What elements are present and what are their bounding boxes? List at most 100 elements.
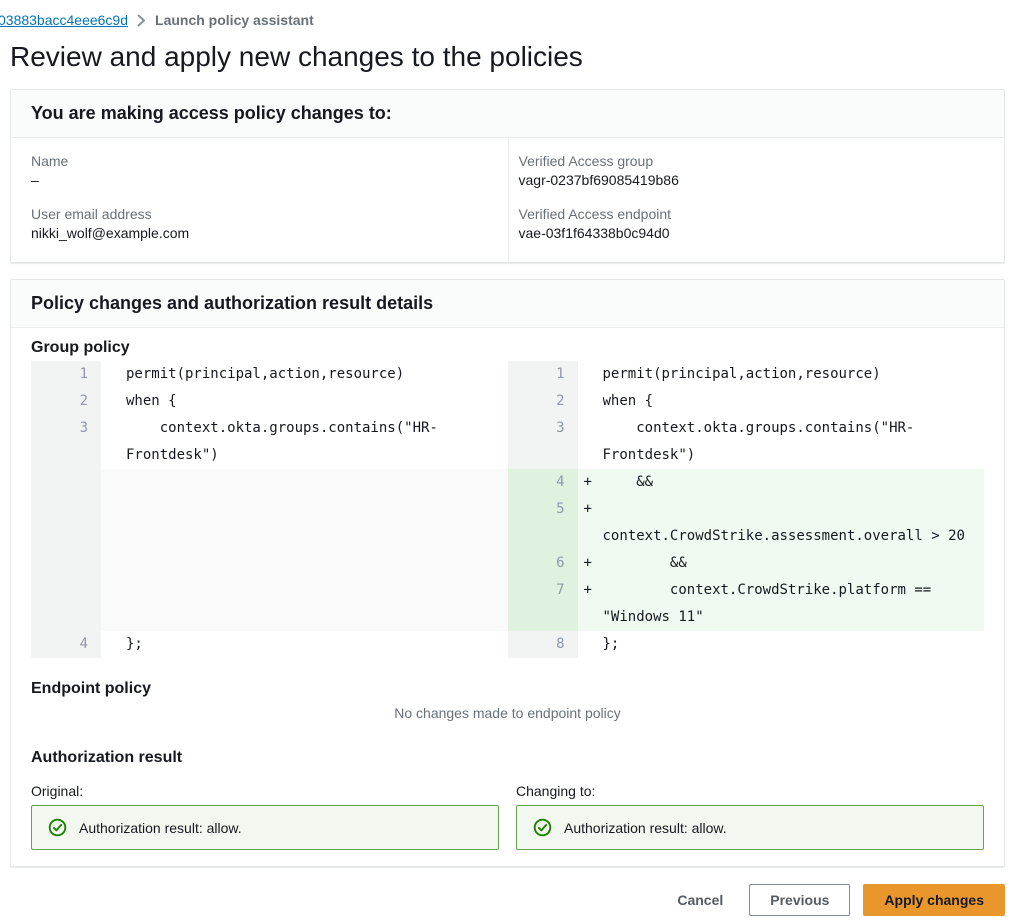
diff-row: Frontdesk") [31, 442, 508, 469]
line-number [31, 469, 101, 631]
field-label: Verified Access group [518, 153, 654, 169]
diff-added-marker [101, 469, 126, 631]
field-value: vae-03f1f64338b0c94d0 [518, 225, 670, 241]
previous-button[interactable]: Previous [749, 884, 851, 916]
changing-to-label: Changing to: [516, 783, 596, 799]
diff-added-marker [577, 415, 603, 442]
code-line-text: }; [126, 631, 508, 658]
field-label: Verified Access endpoint [518, 206, 672, 222]
code-line-text: Frontdesk") [602, 442, 984, 469]
diff-row: 4 + && [507, 469, 984, 496]
details-card-header: Policy changes and authorization result … [11, 280, 1004, 328]
code-line-text: permit(principal,action,resource) [126, 361, 508, 388]
diff-spacer-row [31, 469, 508, 631]
code-line-text: when { [602, 388, 984, 415]
authorization-original: Original: Authorization result: allow. [31, 783, 499, 850]
code-line-text [602, 496, 984, 523]
field-value: nikki_wolf@example.com [31, 225, 190, 241]
apply-changes-button[interactable]: Apply changes [863, 884, 1005, 916]
diff-added-marker [577, 442, 603, 469]
line-number: 5 [507, 496, 578, 523]
target-card-body: Name – User email address nikki_wolf@exa… [11, 138, 1004, 262]
diff-pane-changed: 1 permit(principal,action,resource) 2 when … [507, 361, 984, 658]
diff-added-marker: + [577, 496, 603, 523]
diff-row: 1 permit(principal,action,resource) [507, 361, 984, 388]
target-card: You are making access policy changes to:… [10, 89, 1005, 263]
breadcrumb-current: Launch policy assistant [155, 12, 314, 28]
diff-added-marker [101, 631, 126, 658]
field-access-endpoint: Verified Access endpoint vae-03f1f64338b… [519, 206, 985, 241]
code-line-text: }; [602, 631, 984, 658]
line-number [507, 442, 578, 469]
details-card: Policy changes and authorization result … [10, 279, 1005, 867]
code-line-text [126, 469, 508, 631]
chevron-right-icon [137, 14, 146, 27]
line-number: 8 [507, 631, 578, 658]
authorization-changing: Changing to: Authorization result: allow… [516, 783, 984, 850]
code-line-text: Frontdesk") [126, 442, 508, 469]
diff-row: 3 context.okta.groups.contains("HR- [31, 415, 508, 442]
line-number: 3 [31, 415, 101, 442]
code-line-text: context.CrowdStrike.platform == [602, 577, 984, 604]
line-number: 4 [31, 631, 101, 658]
target-card-header: You are making access policy changes to: [11, 90, 1004, 138]
diff-row: 3 context.okta.groups.contains("HR- [507, 415, 984, 442]
line-number: 6 [507, 550, 578, 577]
code-line-text: when { [126, 388, 508, 415]
diff-added-marker: + [577, 577, 603, 604]
diff-row: Frontdesk") [507, 442, 984, 469]
authorization-result-section: Authorization result Original: Authoriza… [31, 749, 984, 850]
original-label: Original: [31, 783, 84, 799]
target-card-title: You are making access policy changes to: [31, 103, 392, 123]
code-line-text: && [602, 469, 984, 496]
original-result-text: Authorization result: allow. [79, 819, 242, 836]
group-policy-diff: 1 permit(principal,action,resource) 2 when … [31, 361, 984, 658]
authorization-result-grid: Original: Authorization result: allow. C… [31, 783, 984, 850]
diff-row: 6 + && [507, 550, 984, 577]
endpoint-policy-empty-message: No changes made to endpoint policy [394, 705, 621, 721]
code-line-text: && [602, 550, 984, 577]
diff-added-marker [577, 388, 603, 415]
line-number: 4 [507, 469, 578, 496]
line-number: 1 [507, 361, 578, 388]
code-line-text: permit(principal,action,resource) [602, 361, 984, 388]
diff-added-marker [577, 361, 603, 388]
code-line-text: "Windows 11" [602, 604, 984, 631]
diff-added-marker [577, 631, 603, 658]
diff-row: 2 when { [507, 388, 984, 415]
diff-row: 1 permit(principal,action,resource) [31, 361, 508, 388]
breadcrumb-link-endpoint[interactable]: 03883bacc4eee6c9d [0, 12, 129, 28]
diff-added-marker [101, 388, 126, 415]
details-card-title: Policy changes and authorization result … [31, 293, 434, 313]
diff-row: 4}; [31, 631, 508, 658]
diff-row: 2 when { [31, 388, 508, 415]
field-label: User email address [31, 206, 152, 222]
line-number: 1 [31, 361, 101, 388]
target-col-right: Verified Access group vagr-0237bf6908541… [507, 138, 1005, 262]
footer-actions: Cancel Previous Apply changes [10, 884, 1005, 916]
cancel-button[interactable]: Cancel [667, 885, 733, 915]
diff-row: "Windows 11" [507, 604, 984, 631]
authorization-result-heading: Authorization result [31, 749, 183, 766]
diff-row: 8}; [507, 631, 984, 658]
diff-added-marker [101, 415, 126, 442]
page-title: Review and apply new changes to the poli… [10, 41, 583, 72]
field-user-email: User email address nikki_wolf@example.co… [31, 206, 488, 241]
endpoint-policy-section: Endpoint policy No changes made to endpo… [31, 680, 984, 721]
code-line-text: context.okta.groups.contains("HR- [126, 415, 508, 442]
diff-row: 5 + [507, 496, 984, 523]
line-number: 7 [507, 577, 578, 604]
field-access-group: Verified Access group vagr-0237bf6908541… [519, 153, 985, 188]
diff-row: context.CrowdStrike.assessment.overall >… [507, 523, 984, 550]
line-number [507, 523, 578, 550]
diff-added-marker [101, 361, 126, 388]
success-check-icon [533, 818, 552, 837]
field-value: – [31, 172, 39, 188]
endpoint-policy-heading: Endpoint policy [31, 680, 151, 697]
diff-added-marker [577, 523, 603, 550]
field-label: Name [31, 153, 69, 169]
diff-added-marker: + [577, 550, 603, 577]
line-number: 3 [507, 415, 578, 442]
diff-row: 7 + context.CrowdStrike.platform == [507, 577, 984, 604]
